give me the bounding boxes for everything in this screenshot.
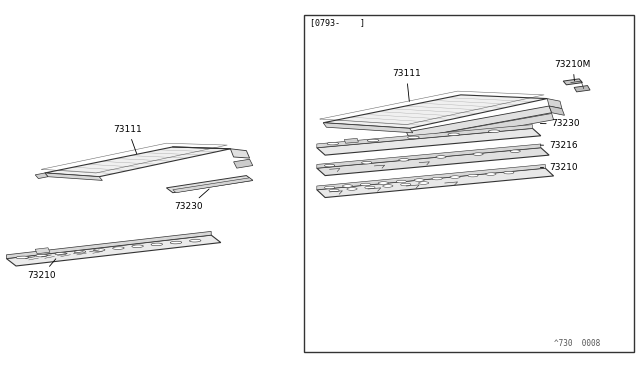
Polygon shape: [35, 248, 50, 254]
Text: 73230: 73230: [175, 189, 209, 211]
Ellipse shape: [436, 155, 446, 158]
Ellipse shape: [151, 243, 163, 246]
Text: ^730  0008: ^730 0008: [554, 339, 600, 348]
Ellipse shape: [132, 245, 143, 248]
Ellipse shape: [419, 182, 429, 185]
Ellipse shape: [329, 189, 339, 192]
Ellipse shape: [327, 142, 339, 145]
Ellipse shape: [378, 182, 388, 185]
Ellipse shape: [504, 171, 514, 174]
Polygon shape: [317, 148, 549, 176]
Polygon shape: [317, 128, 541, 155]
Ellipse shape: [399, 158, 409, 161]
Ellipse shape: [170, 241, 182, 244]
Polygon shape: [549, 106, 564, 115]
Polygon shape: [317, 164, 545, 190]
Polygon shape: [317, 125, 532, 148]
Polygon shape: [344, 138, 358, 143]
Polygon shape: [45, 173, 102, 180]
Polygon shape: [230, 149, 250, 158]
Ellipse shape: [347, 187, 357, 190]
Ellipse shape: [383, 185, 393, 187]
Ellipse shape: [510, 150, 520, 153]
Ellipse shape: [468, 174, 478, 177]
Text: 73210: 73210: [540, 163, 578, 172]
Ellipse shape: [450, 176, 460, 179]
Text: 73111: 73111: [392, 69, 420, 102]
Text: 73210M: 73210M: [555, 60, 591, 81]
Ellipse shape: [324, 164, 335, 167]
Polygon shape: [6, 231, 211, 259]
Ellipse shape: [55, 252, 67, 255]
Text: 73216: 73216: [540, 141, 578, 150]
Polygon shape: [563, 79, 582, 85]
Ellipse shape: [473, 153, 483, 155]
Ellipse shape: [396, 180, 406, 183]
Polygon shape: [547, 99, 562, 109]
Polygon shape: [574, 86, 590, 92]
Ellipse shape: [488, 130, 500, 132]
Ellipse shape: [432, 177, 442, 180]
Ellipse shape: [367, 139, 379, 142]
Polygon shape: [166, 176, 253, 193]
Polygon shape: [234, 159, 253, 168]
Ellipse shape: [93, 248, 105, 251]
Ellipse shape: [365, 186, 375, 189]
Polygon shape: [173, 178, 253, 193]
Ellipse shape: [401, 183, 411, 186]
Polygon shape: [317, 144, 541, 168]
Text: [0793-    ]: [0793- ]: [310, 19, 365, 28]
Ellipse shape: [414, 179, 424, 182]
Ellipse shape: [324, 186, 335, 189]
Ellipse shape: [448, 133, 460, 136]
Polygon shape: [406, 106, 552, 139]
Polygon shape: [6, 235, 221, 266]
Polygon shape: [35, 173, 48, 179]
Text: 73230: 73230: [540, 119, 580, 128]
Polygon shape: [317, 168, 554, 198]
Ellipse shape: [189, 239, 201, 242]
Polygon shape: [45, 147, 230, 177]
Polygon shape: [323, 123, 413, 133]
Text: 73111: 73111: [114, 125, 142, 154]
Polygon shape: [410, 113, 554, 145]
Ellipse shape: [362, 161, 372, 164]
Ellipse shape: [360, 183, 371, 186]
Ellipse shape: [408, 136, 419, 139]
Ellipse shape: [74, 250, 86, 253]
Bar: [304, 15, 634, 352]
Ellipse shape: [486, 173, 496, 176]
Ellipse shape: [113, 247, 124, 250]
Ellipse shape: [36, 254, 47, 257]
Text: 73210: 73210: [28, 259, 56, 280]
Polygon shape: [323, 95, 547, 128]
Ellipse shape: [342, 185, 353, 187]
Ellipse shape: [16, 256, 29, 259]
